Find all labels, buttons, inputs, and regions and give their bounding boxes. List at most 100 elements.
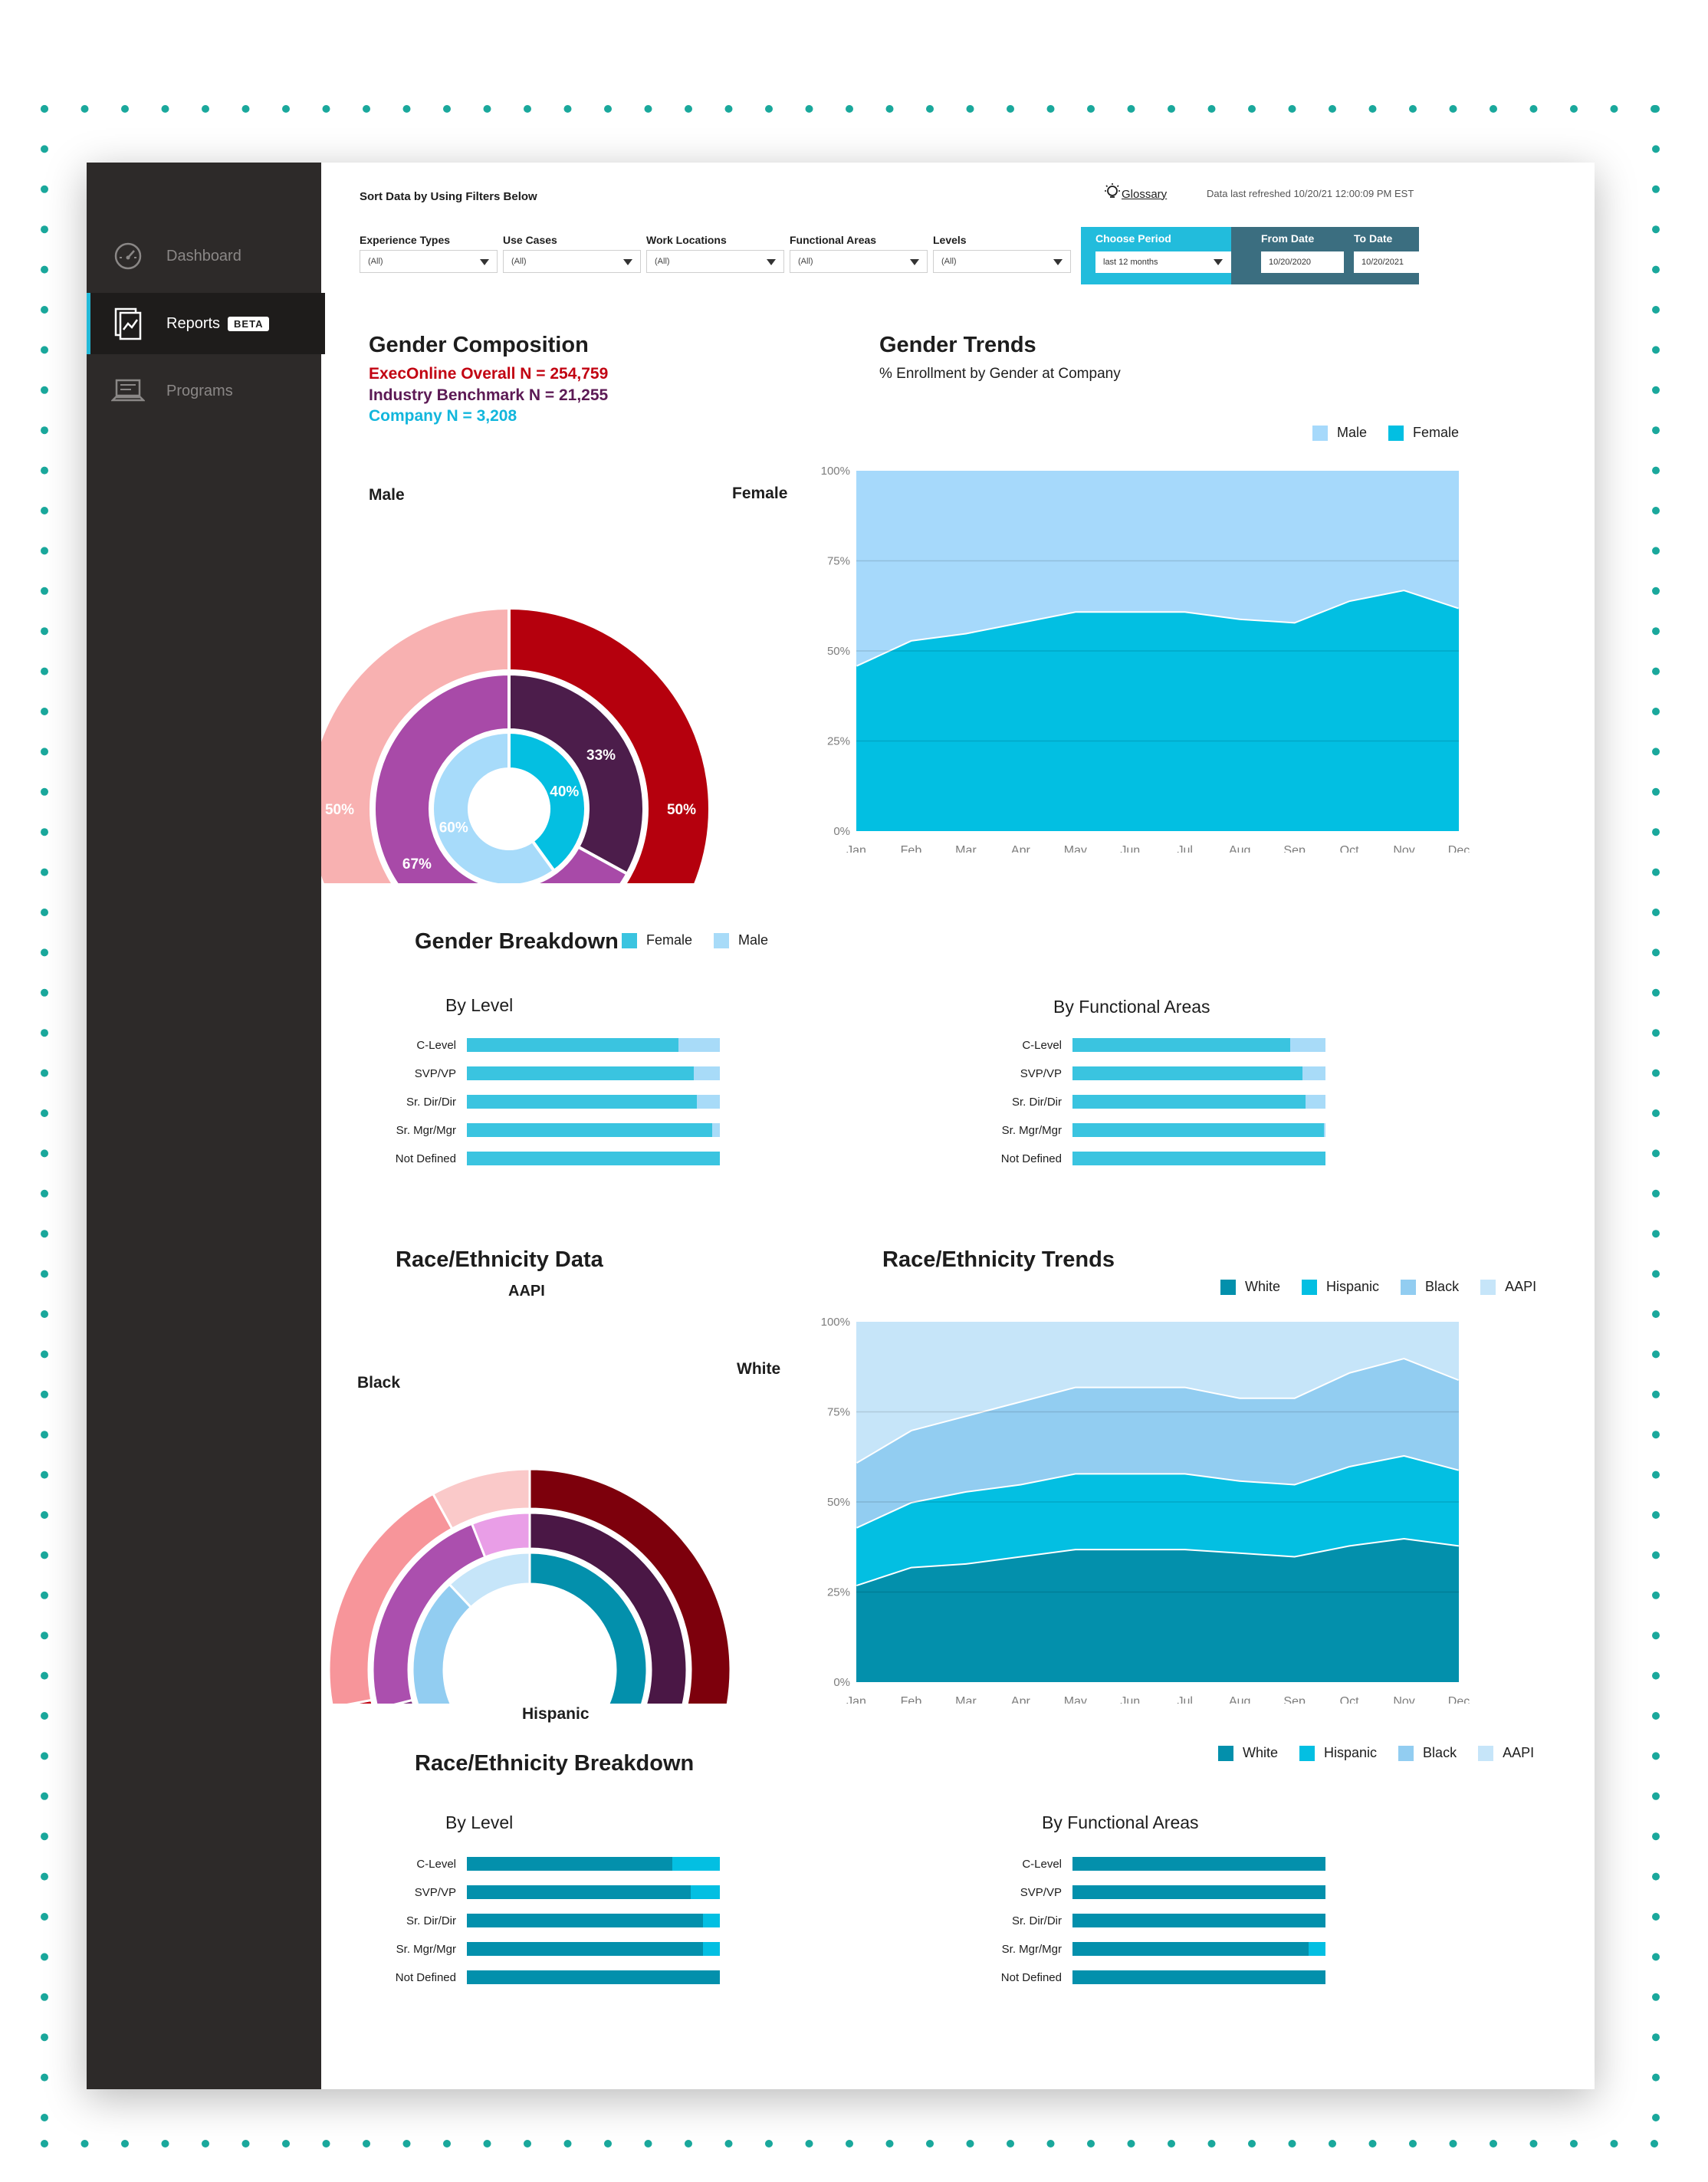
work-locations-select[interactable]: (All)	[646, 250, 784, 273]
frame-dot	[41, 265, 48, 274]
x-tick-label: Jan	[846, 1695, 866, 1704]
frame-dot	[41, 1872, 48, 1881]
legend-swatch	[1302, 1279, 1318, 1295]
frame-dot	[41, 1671, 48, 1680]
frame-dot	[1529, 2140, 1538, 2147]
bar-segment-male	[697, 1095, 720, 1109]
frame-dot	[41, 105, 48, 113]
frame-dot	[282, 105, 290, 113]
frame-dot	[926, 105, 934, 113]
sidebar-item-dashboard[interactable]: Dashboard	[87, 225, 321, 287]
aapi-slice	[448, 1551, 531, 1609]
bar-segment-female	[467, 1123, 712, 1137]
frame-dot	[41, 1792, 48, 1800]
frame-dot	[685, 2140, 692, 2147]
frame-dot	[443, 2140, 451, 2147]
race-breakdown-title: Race/Ethnicity Breakdown	[415, 1751, 695, 1776]
y-tick-label: 100%	[821, 465, 850, 478]
use-cases-select[interactable]: (All)	[503, 250, 641, 273]
sidebar-item-label: Dashboard	[166, 247, 241, 265]
frame-dot	[1652, 507, 1660, 514]
legend-item-hispanic: Hispanic	[1302, 1279, 1379, 1295]
speedometer-icon	[111, 239, 145, 273]
report-chart-icon	[111, 307, 145, 340]
legend-item-black: Black	[1398, 1745, 1457, 1761]
gender-breakdown-title: Gender Breakdown	[415, 929, 619, 954]
frame-dot	[1652, 2073, 1660, 2082]
bar-segment-white	[467, 1942, 703, 1956]
to-date-input[interactable]: 10/20/2021	[1354, 251, 1437, 273]
glossary-link[interactable]: Glossary	[1103, 182, 1167, 205]
frame-dot	[1570, 105, 1578, 113]
from-date-input[interactable]: 10/20/2020	[1261, 251, 1344, 273]
bar-segment-female	[1072, 1066, 1302, 1080]
bar-category-label: C-Level	[416, 1039, 456, 1052]
caret-down-icon	[1214, 259, 1223, 265]
levels-select[interactable]: (All)	[933, 250, 1071, 273]
legend-item-female: Female	[622, 932, 692, 948]
legend-label: Female	[646, 932, 693, 948]
race-black-label: Black	[357, 1374, 401, 1392]
gender-by-area-chart: C-Level SVP/VP Sr. Dir/Dir Sr. Mgr/Mgr Not D…	[1001, 1038, 1325, 1165]
x-tick-label: Jul	[1178, 844, 1193, 853]
frame-dot	[1652, 1671, 1660, 1680]
x-tick-label: Oct	[1340, 844, 1359, 853]
race-by-level-title: By Level	[445, 1812, 514, 1832]
experience-types-select[interactable]: (All)	[360, 250, 498, 273]
frame-dot	[402, 2140, 411, 2147]
x-tick-label: Feb	[901, 844, 922, 853]
legend-item-female: Female	[1388, 425, 1459, 441]
female-value-label: 50%	[667, 802, 696, 818]
sidebar-item-programs[interactable]: Programs	[87, 360, 321, 422]
frame-dot	[363, 2140, 370, 2147]
x-tick-label: May	[1064, 1695, 1087, 1704]
race-trends-title: Race/Ethnicity Trends	[882, 1247, 1115, 1272]
gender-trends-chart: 100% 75% 50% 25% 0% Jan Feb Mar Apr May Jun Jul Aug S…	[821, 465, 1470, 853]
frame-dot	[1652, 2114, 1660, 2121]
legend-item-male: Male	[714, 932, 768, 948]
bar-category-label: Sr. Dir/Dir	[406, 1096, 456, 1109]
frame-dot	[41, 1310, 48, 1318]
functional-areas-select[interactable]: (All)	[790, 250, 928, 273]
frame-dot	[41, 2033, 48, 2042]
bar-segment-white	[467, 1885, 691, 1899]
frame-dot	[1207, 105, 1216, 113]
x-tick-label: Aug	[1229, 1695, 1250, 1704]
area-aapi	[856, 1322, 1459, 1463]
frame-dot	[1652, 1471, 1660, 1479]
frame-dot	[1409, 2140, 1417, 2147]
sidebar: Dashboard Reports BETA Programs	[87, 163, 325, 2089]
frame-dot	[1652, 909, 1660, 916]
legend-item-aapi: AAPI	[1480, 1279, 1536, 1295]
select-value: (All)	[511, 257, 527, 266]
frame-dot	[1652, 1632, 1660, 1640]
bar-category-label: Not Defined	[396, 1152, 456, 1165]
y-tick-label: 50%	[827, 1496, 850, 1509]
select-value: last 12 months	[1103, 258, 1158, 267]
frame-dot	[1652, 346, 1660, 354]
male-value-label: 67%	[402, 856, 432, 872]
frame-dot	[1652, 1511, 1660, 1519]
x-tick-label: Feb	[901, 1695, 922, 1704]
race-data-title: Race/Ethnicity Data	[396, 1247, 603, 1272]
period-filter: Choose Period last 12 months	[1081, 227, 1232, 284]
x-tick-label: Dec	[1448, 844, 1470, 853]
x-tick-label: Jul	[1178, 1695, 1193, 1704]
gender-by-level-title: By Level	[445, 995, 514, 1015]
frame-dot	[805, 105, 813, 113]
bar-segment-hispanic	[703, 1942, 720, 1956]
gender-trends-legend: Male Female	[1312, 425, 1480, 441]
bar-segment-female	[1072, 1152, 1325, 1165]
frame-dot	[322, 105, 330, 113]
caret-down-icon	[910, 259, 919, 265]
frame-dot	[1652, 225, 1660, 234]
lightbulb-icon	[1103, 182, 1122, 205]
period-select[interactable]: last 12 months	[1095, 251, 1232, 273]
frame-dot	[202, 105, 209, 113]
frame-dot	[1652, 547, 1660, 555]
frame-dot	[41, 1109, 48, 1117]
frame-dot	[1207, 2140, 1216, 2147]
y-tick-label: 0%	[833, 825, 850, 838]
frame-dot	[1409, 105, 1417, 113]
sidebar-item-reports[interactable]: Reports BETA	[87, 293, 325, 354]
